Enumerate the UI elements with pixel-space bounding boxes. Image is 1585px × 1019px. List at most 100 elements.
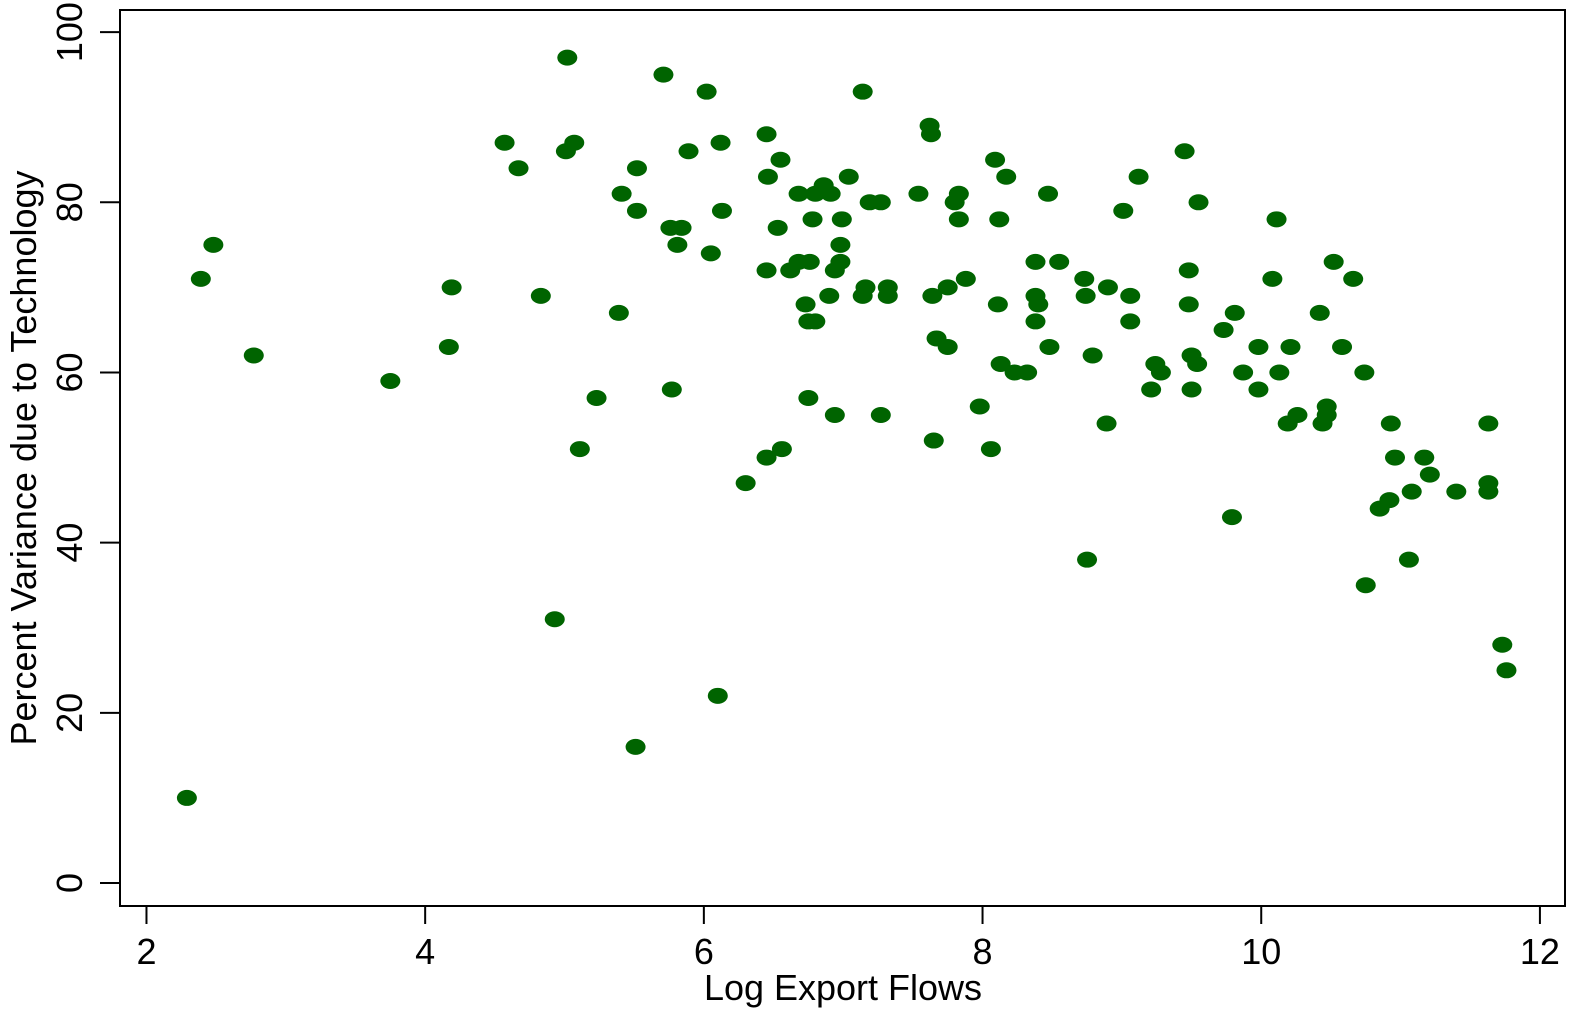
point [756,262,777,279]
point [1414,449,1435,466]
point [1097,279,1118,296]
point [1174,143,1195,160]
point [830,253,851,270]
point [711,202,732,219]
point [820,185,841,202]
point [831,211,852,228]
point [996,168,1017,185]
point [1025,253,1046,270]
point [819,287,840,304]
point [1213,321,1234,338]
point [771,441,792,458]
point [1269,364,1290,381]
point [508,160,529,177]
point [710,134,731,151]
point [1355,577,1376,594]
point [1120,313,1141,330]
point [611,185,632,202]
x-tick-label: 4 [415,931,435,972]
y-tick-label: 0 [49,873,90,893]
point [1266,211,1287,228]
x-tick-label: 2 [136,931,156,972]
point [626,202,647,219]
point [989,211,1010,228]
point [380,372,401,389]
point [757,168,778,185]
point [530,287,551,304]
point [795,296,816,313]
point [1380,415,1401,432]
x-axis-label: Log Export Flows [704,967,982,1008]
point [985,151,1006,168]
point [1178,262,1199,279]
y-tick-label: 20 [49,693,90,733]
point [922,287,943,304]
y-axis-label: Percent Variance due to Technology [3,170,44,745]
point [937,279,958,296]
point [707,687,728,704]
point [1074,270,1095,287]
point [877,287,898,304]
point [1233,364,1254,381]
point [1419,466,1440,483]
point [1049,253,1070,270]
point [441,279,462,296]
point [948,211,969,228]
point [569,441,590,458]
point [1096,415,1117,432]
point [870,407,891,424]
point [438,338,459,355]
point [696,83,717,100]
point [586,390,607,407]
y-tick-label: 40 [49,523,90,563]
point [1028,296,1049,313]
point [1248,338,1269,355]
point [203,236,224,253]
point [1221,509,1242,526]
point [243,347,264,364]
point [1496,662,1517,679]
x-tick-label: 12 [1520,931,1560,972]
y-tick-label: 80 [49,182,90,222]
point [1398,551,1419,568]
point [1323,253,1344,270]
point [1077,551,1098,568]
point [176,789,197,806]
x-tick-label: 8 [973,931,993,972]
point [838,168,859,185]
point [494,134,515,151]
point [767,219,788,236]
point [1082,347,1103,364]
point [923,432,944,449]
point [908,185,929,202]
point [798,390,819,407]
point [788,185,809,202]
point [1120,287,1141,304]
point [805,313,826,330]
point [756,126,777,143]
point [608,304,629,321]
point [1187,355,1208,372]
point [824,407,845,424]
point [830,236,851,253]
point [1017,364,1038,381]
point [667,236,688,253]
point [855,279,876,296]
point [1478,415,1499,432]
point [770,151,791,168]
point [852,83,873,100]
point [980,441,1001,458]
point [564,134,585,151]
point [1309,304,1330,321]
point [1141,381,1162,398]
point [1248,381,1269,398]
point [1113,202,1134,219]
point [1075,287,1096,304]
y-tick-label: 60 [49,352,90,392]
point [1224,304,1245,321]
point [955,270,976,287]
point [1280,338,1301,355]
point [990,355,1011,372]
point [799,253,820,270]
